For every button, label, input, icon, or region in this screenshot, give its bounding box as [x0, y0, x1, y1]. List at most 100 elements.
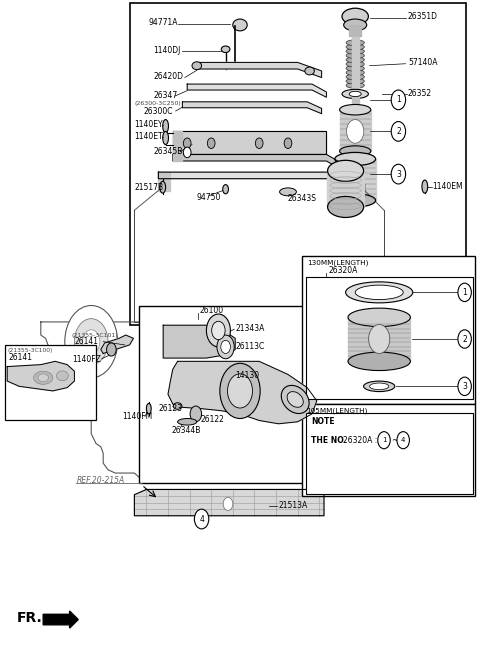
Circle shape [458, 330, 471, 348]
Circle shape [207, 138, 215, 148]
Ellipse shape [348, 352, 410, 371]
Polygon shape [348, 317, 410, 361]
Polygon shape [168, 361, 317, 424]
Ellipse shape [346, 82, 364, 88]
Ellipse shape [57, 371, 69, 381]
Circle shape [83, 330, 100, 353]
Ellipse shape [348, 308, 410, 327]
Circle shape [260, 318, 277, 342]
Bar [306, 277, 473, 399]
Text: 26420D: 26420D [154, 72, 183, 81]
Polygon shape [163, 325, 235, 358]
Circle shape [74, 319, 108, 365]
Polygon shape [346, 179, 365, 197]
Ellipse shape [34, 371, 53, 384]
Ellipse shape [346, 74, 364, 80]
Text: 4: 4 [199, 514, 204, 524]
Polygon shape [134, 489, 324, 516]
Ellipse shape [346, 44, 364, 50]
Ellipse shape [160, 181, 166, 193]
Polygon shape [173, 131, 326, 154]
Text: 26100: 26100 [199, 306, 223, 315]
Text: 1140DJ: 1140DJ [154, 46, 181, 55]
Polygon shape [352, 94, 359, 103]
Text: 26300C: 26300C [144, 106, 173, 116]
Polygon shape [340, 110, 371, 151]
Polygon shape [7, 361, 74, 391]
Bar [130, 3, 466, 325]
FancyArrow shape [43, 611, 78, 628]
Circle shape [254, 310, 283, 350]
Text: 26351D: 26351D [408, 12, 438, 21]
Circle shape [183, 138, 191, 148]
Text: NOTE: NOTE [311, 417, 335, 426]
Bar [5, 345, 96, 420]
Circle shape [391, 164, 406, 184]
Polygon shape [187, 84, 326, 97]
Text: 26343S: 26343S [288, 194, 317, 203]
Text: 26352: 26352 [408, 89, 432, 98]
Polygon shape [173, 131, 182, 161]
Circle shape [212, 321, 225, 340]
Polygon shape [352, 37, 359, 89]
Circle shape [378, 432, 390, 449]
Circle shape [220, 363, 260, 419]
Ellipse shape [339, 104, 371, 115]
Bar [306, 413, 473, 494]
Text: 26344B: 26344B [172, 426, 201, 435]
Text: 94750: 94750 [197, 193, 221, 202]
Ellipse shape [346, 61, 364, 67]
Circle shape [183, 147, 191, 158]
Ellipse shape [344, 19, 367, 31]
Text: 1140ET: 1140ET [134, 132, 163, 141]
Text: 26347: 26347 [154, 91, 178, 100]
Text: 26141: 26141 [9, 353, 33, 362]
Ellipse shape [192, 62, 202, 70]
Circle shape [107, 343, 116, 356]
Text: THE NO.: THE NO. [311, 436, 347, 445]
Text: 21513A: 21513A [278, 501, 308, 510]
Text: (26300-3C250): (26300-3C250) [134, 101, 181, 106]
Text: 2: 2 [396, 127, 401, 136]
Polygon shape [173, 154, 346, 172]
Ellipse shape [370, 383, 389, 390]
Ellipse shape [355, 285, 403, 300]
Ellipse shape [422, 180, 428, 193]
Bar [139, 306, 346, 483]
Polygon shape [158, 172, 365, 191]
Circle shape [223, 497, 233, 510]
Text: 26320A :: 26320A : [343, 436, 377, 445]
Ellipse shape [163, 131, 168, 145]
Text: 14130: 14130 [235, 371, 259, 380]
Text: (21355-3C101): (21355-3C101) [72, 332, 119, 338]
Ellipse shape [346, 49, 364, 55]
Circle shape [190, 406, 202, 422]
Polygon shape [182, 102, 322, 114]
Polygon shape [335, 159, 375, 200]
Text: 105MM(LENGTH): 105MM(LENGTH) [306, 407, 368, 414]
Text: 1: 1 [396, 95, 401, 104]
Text: 1140FZ: 1140FZ [72, 355, 101, 364]
Ellipse shape [287, 392, 303, 407]
Text: 3: 3 [462, 382, 467, 391]
Polygon shape [327, 171, 364, 207]
Circle shape [228, 374, 252, 408]
Text: 21343A: 21343A [235, 324, 264, 333]
Ellipse shape [349, 91, 361, 97]
Ellipse shape [335, 194, 375, 207]
Ellipse shape [339, 146, 371, 156]
Text: ~: ~ [391, 436, 398, 445]
Ellipse shape [279, 188, 296, 196]
Bar [302, 256, 475, 404]
Circle shape [458, 283, 471, 302]
Text: 1140EY: 1140EY [134, 120, 163, 129]
Ellipse shape [281, 386, 309, 413]
Ellipse shape [163, 120, 168, 133]
Ellipse shape [178, 419, 197, 425]
Circle shape [458, 377, 471, 396]
Ellipse shape [364, 381, 395, 392]
Text: 26123: 26123 [158, 404, 182, 413]
Text: 21517B: 21517B [134, 183, 164, 193]
Ellipse shape [223, 185, 228, 194]
Ellipse shape [342, 9, 369, 25]
